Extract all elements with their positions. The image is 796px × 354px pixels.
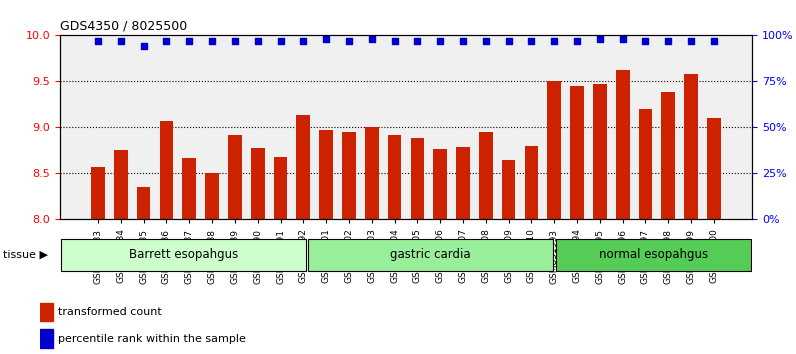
Text: percentile rank within the sample: percentile rank within the sample	[58, 334, 246, 344]
Bar	[160, 121, 174, 219]
Point	[252, 38, 264, 44]
Point	[434, 38, 447, 44]
Bar	[638, 109, 652, 219]
Bar	[274, 157, 287, 219]
Bar	[616, 70, 630, 219]
Bar	[570, 86, 584, 219]
Text: tissue ▶: tissue ▶	[3, 250, 48, 260]
Point	[365, 36, 378, 42]
Bar	[92, 167, 105, 219]
Bar	[411, 138, 424, 219]
Point	[92, 38, 104, 44]
Bar	[388, 135, 401, 219]
Bar	[593, 84, 607, 219]
Bar	[456, 147, 470, 219]
Point	[502, 38, 515, 44]
Bar	[707, 118, 720, 219]
Point	[548, 38, 560, 44]
Point	[388, 38, 401, 44]
Bar	[137, 187, 150, 219]
Point	[115, 38, 127, 44]
Bar	[501, 160, 516, 219]
Bar	[685, 74, 698, 219]
Point	[479, 38, 492, 44]
Point	[457, 38, 470, 44]
Point	[320, 36, 333, 42]
Bar	[40, 329, 53, 348]
Point	[639, 38, 652, 44]
Point	[616, 36, 629, 42]
FancyBboxPatch shape	[308, 239, 553, 271]
Bar	[661, 92, 675, 219]
FancyBboxPatch shape	[61, 239, 306, 271]
Point	[411, 38, 423, 44]
Text: transformed count: transformed count	[58, 307, 162, 317]
Point	[274, 38, 287, 44]
Bar	[365, 127, 379, 219]
Text: normal esopahgus: normal esopahgus	[599, 249, 708, 261]
Text: GDS4350 / 8025500: GDS4350 / 8025500	[60, 20, 187, 33]
Bar	[182, 158, 196, 219]
Bar	[296, 115, 310, 219]
Point	[525, 38, 538, 44]
FancyBboxPatch shape	[556, 239, 751, 271]
Bar	[114, 150, 127, 219]
Bar	[548, 81, 561, 219]
Bar	[433, 149, 447, 219]
Point	[571, 38, 583, 44]
Point	[662, 38, 675, 44]
Point	[160, 38, 173, 44]
Bar	[228, 135, 242, 219]
Point	[594, 36, 607, 42]
Bar	[40, 303, 53, 321]
Point	[205, 38, 218, 44]
Point	[342, 38, 355, 44]
Point	[685, 38, 697, 44]
Bar	[479, 132, 493, 219]
Bar	[342, 132, 356, 219]
Bar	[319, 130, 333, 219]
Point	[228, 38, 241, 44]
Point	[137, 44, 150, 49]
Bar	[205, 173, 219, 219]
Bar	[251, 148, 264, 219]
Point	[708, 38, 720, 44]
Point	[297, 38, 310, 44]
Bar	[525, 146, 538, 219]
Point	[183, 38, 196, 44]
Text: Barrett esopahgus: Barrett esopahgus	[129, 249, 238, 261]
Text: gastric cardia: gastric cardia	[390, 249, 471, 261]
